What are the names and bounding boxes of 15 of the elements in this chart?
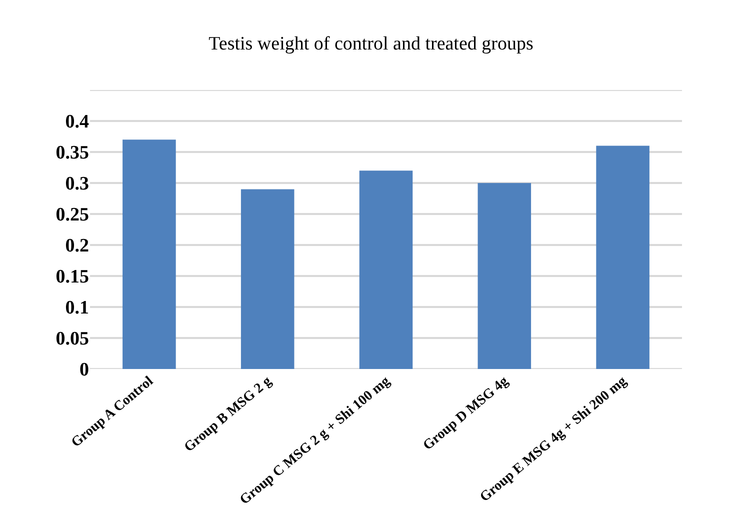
y-tick-label: 0.2 — [65, 236, 89, 257]
y-tick-label: 0.35 — [56, 142, 89, 164]
chart-title: Testis weight of control and treated groups — [208, 34, 534, 55]
y-tick-label: 0 — [80, 360, 89, 381]
y-tick-label: 0.4 — [65, 112, 90, 133]
bar — [596, 146, 650, 369]
y-tick-label: 0.05 — [56, 328, 89, 350]
y-tick-label: 0.1 — [65, 298, 89, 319]
bar — [359, 170, 413, 369]
y-tick-label: 0.3 — [65, 174, 89, 195]
bar — [478, 183, 532, 369]
y-tick-label: 0.25 — [56, 204, 89, 226]
y-tick-label: 0.15 — [56, 266, 89, 288]
bar — [122, 140, 176, 369]
bar — [240, 189, 294, 369]
